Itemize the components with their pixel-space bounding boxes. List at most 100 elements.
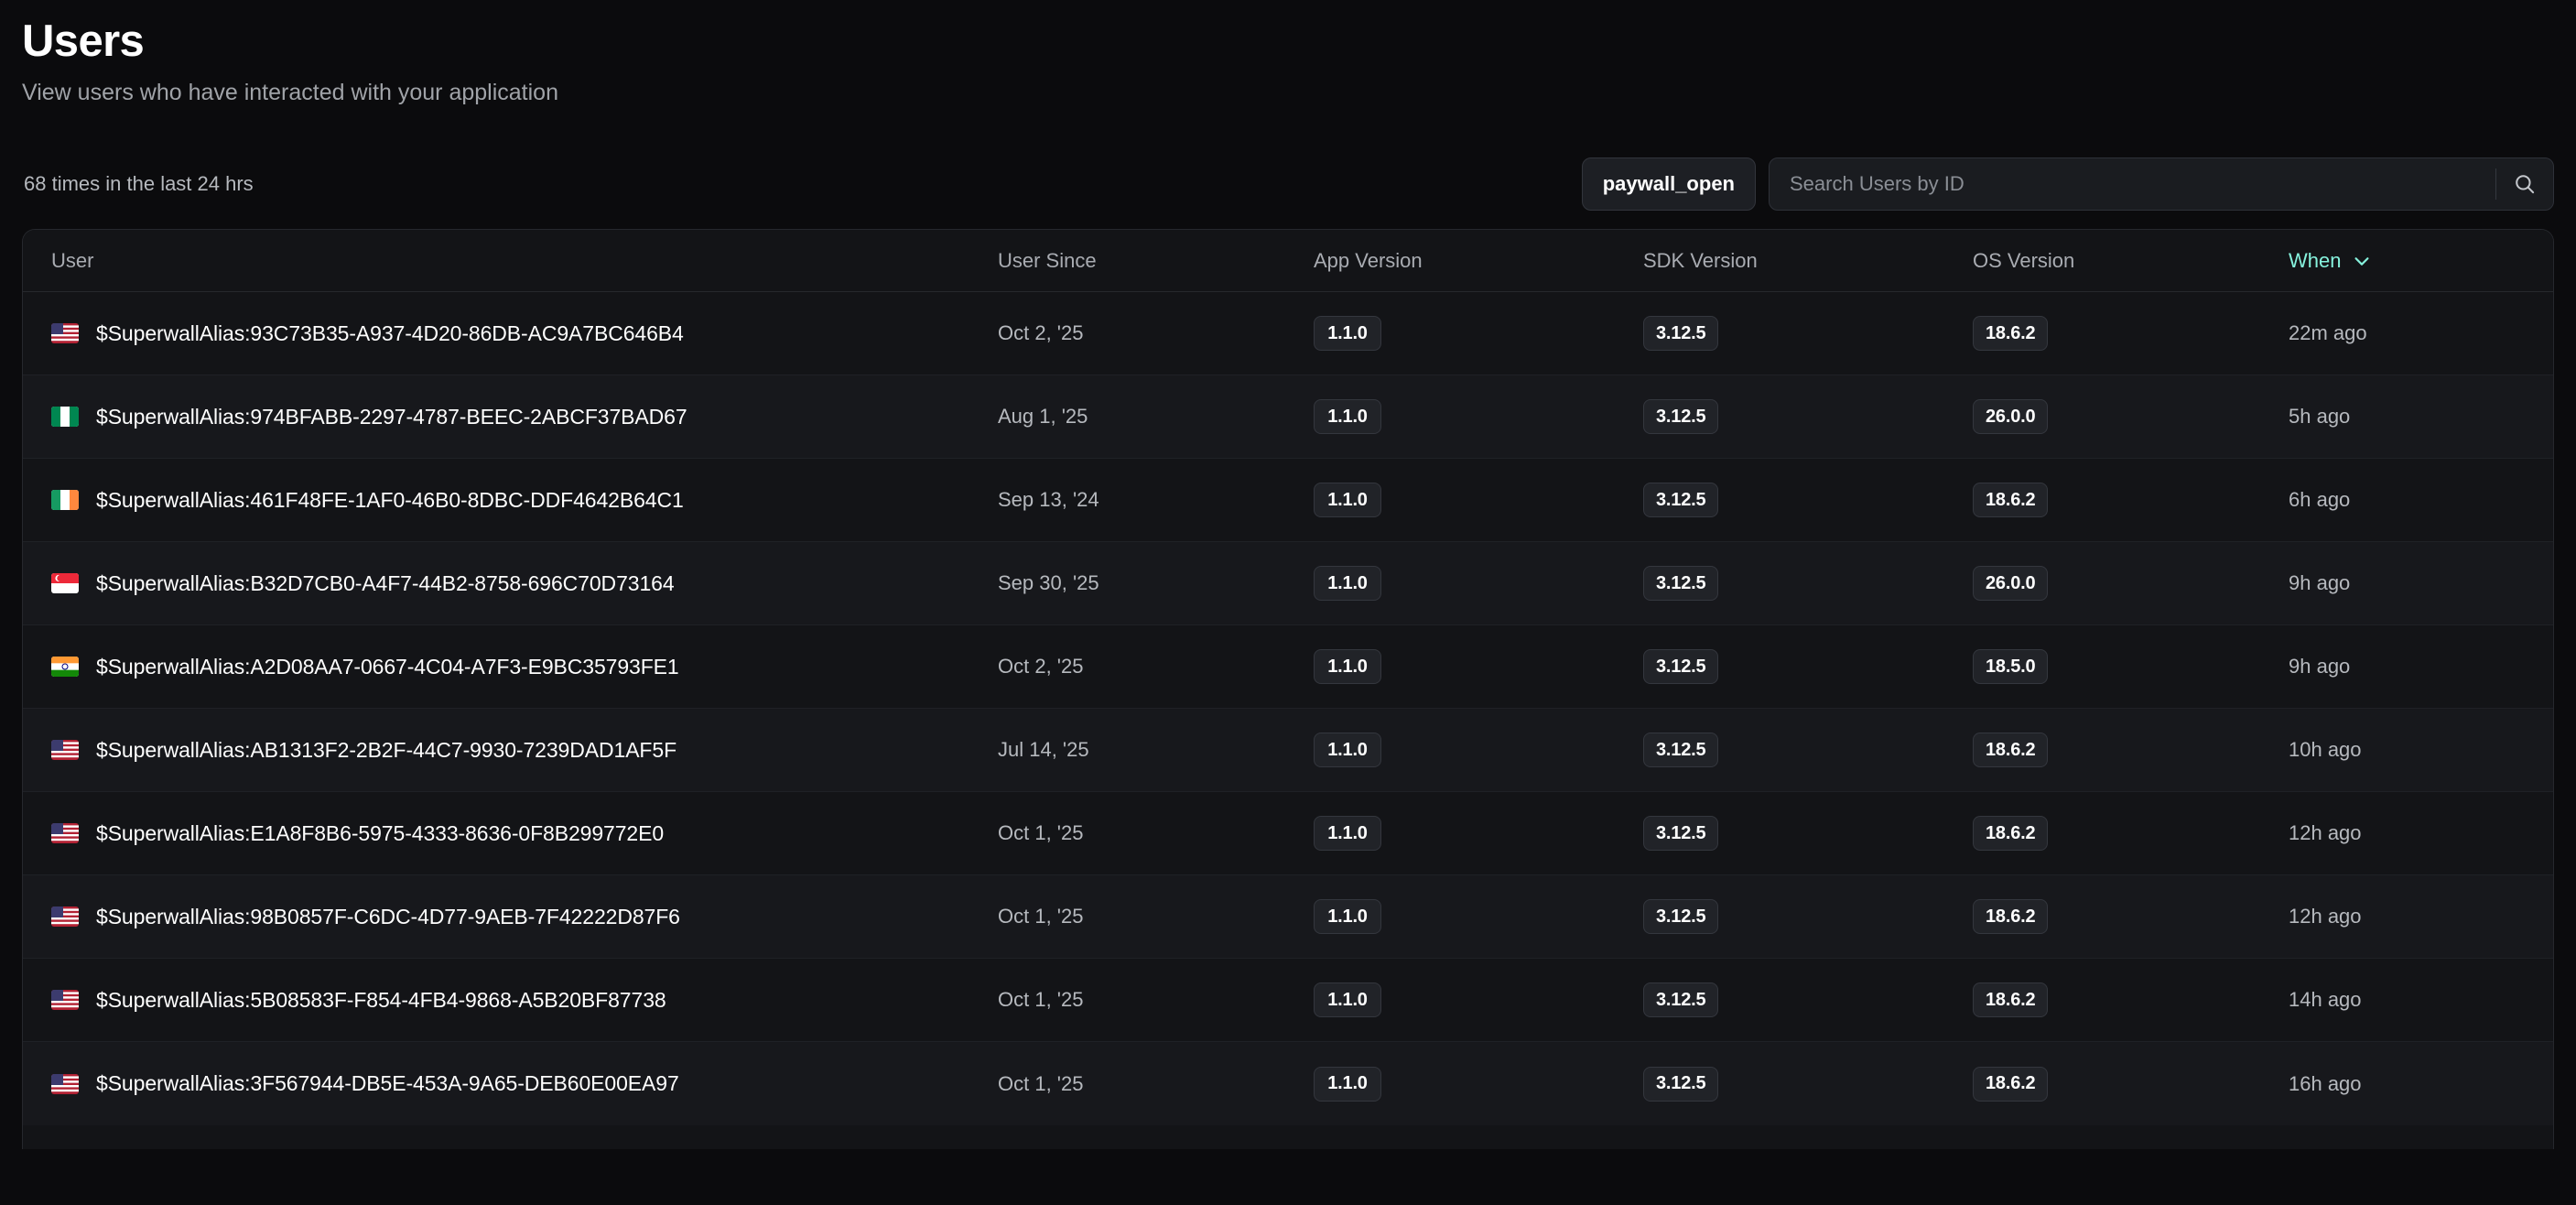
app-version-badge: 1.1.0 xyxy=(1314,316,1381,351)
os-version-badge: 18.6.2 xyxy=(1973,483,2049,517)
column-header-when-label: When xyxy=(2289,248,2342,272)
when-value: 16h ago xyxy=(2289,1071,2362,1095)
sdk-version-badge: 3.12.5 xyxy=(1643,1066,1719,1102)
when-value: 10h ago xyxy=(2289,738,2362,761)
user-id: $SuperwallAlias:974BFABB-2297-4787-BEEC-… xyxy=(96,404,687,429)
country-flag-icon xyxy=(51,657,79,677)
filter-chip-paywall-open[interactable]: paywall_open xyxy=(1581,157,1756,211)
column-header-when[interactable]: When xyxy=(2289,249,2536,273)
country-flag-icon xyxy=(51,823,79,843)
chevron-down-icon xyxy=(2352,251,2372,271)
sdk-version-badge: 3.12.5 xyxy=(1643,649,1719,684)
toolbar-controls: paywall_open xyxy=(1581,157,2554,211)
user-id: $SuperwallAlias:98B0857F-C6DC-4D77-9AEB-… xyxy=(96,904,680,928)
country-flag-icon xyxy=(51,323,79,343)
table-row[interactable]: $SuperwallAlias:974BFABB-2297-4787-BEEC-… xyxy=(23,375,2553,459)
table-row[interactable]: $SuperwallAlias:5B08583F-F854-4FB4-9868-… xyxy=(23,959,2553,1042)
search-bar[interactable] xyxy=(1769,157,2554,211)
table-row[interactable]: $SuperwallAlias:B32D7CB0-A4F7-44B2-8758-… xyxy=(23,542,2553,625)
app-version-badge: 1.1.0 xyxy=(1314,1066,1381,1102)
page-header: Users View users who have interacted wit… xyxy=(22,0,2554,108)
table-row[interactable]: $SuperwallAlias:461F48FE-1AF0-46B0-8DBC-… xyxy=(23,459,2553,542)
toolbar: 68 times in the last 24 hrs paywall_open xyxy=(22,157,2554,211)
sdk-version-badge: 3.12.5 xyxy=(1643,899,1719,934)
table-header-row: User User Since App Version SDK Version … xyxy=(23,230,2553,292)
table-row[interactable]: $SuperwallAlias:98B0857F-C6DC-4D77-9AEB-… xyxy=(23,875,2553,959)
table-row[interactable]: $SuperwallAlias:93C73B35-A937-4D20-86DB-… xyxy=(23,292,2553,375)
user-since-value: Oct 1, '25 xyxy=(998,905,1084,928)
column-header-sdk-version[interactable]: SDK Version xyxy=(1643,248,1758,272)
users-table: User User Since App Version SDK Version … xyxy=(22,229,2554,1149)
table-body: $SuperwallAlias:93C73B35-A937-4D20-86DB-… xyxy=(23,292,2553,1125)
page-title: Users xyxy=(22,16,145,66)
country-flag-icon xyxy=(51,490,79,510)
os-version-badge: 18.6.2 xyxy=(1973,316,2049,351)
country-flag-icon xyxy=(51,1073,79,1094)
os-version-badge: 18.5.0 xyxy=(1973,649,2049,684)
app-version-badge: 1.1.0 xyxy=(1314,733,1381,767)
when-value: 9h ago xyxy=(2289,571,2351,594)
sdk-version-badge: 3.12.5 xyxy=(1643,483,1719,517)
sdk-version-badge: 3.12.5 xyxy=(1643,733,1719,767)
app-version-badge: 1.1.0 xyxy=(1314,649,1381,684)
column-header-os-version[interactable]: OS Version xyxy=(1973,248,2075,272)
app-version-badge: 1.1.0 xyxy=(1314,483,1381,517)
os-version-badge: 18.6.2 xyxy=(1973,982,2049,1017)
user-id: $SuperwallAlias:E1A8F8B6-5975-4333-8636-… xyxy=(96,820,665,845)
os-version-badge: 18.6.2 xyxy=(1973,816,2049,851)
country-flag-icon xyxy=(51,573,79,593)
user-since-value: Sep 13, '24 xyxy=(998,488,1099,511)
sdk-version-badge: 3.12.5 xyxy=(1643,816,1719,851)
user-id: $SuperwallAlias:AB1313F2-2B2F-44C7-9930-… xyxy=(96,737,677,762)
os-version-badge: 18.6.2 xyxy=(1973,1066,2049,1102)
sdk-version-badge: 3.12.5 xyxy=(1643,316,1719,351)
table-row[interactable]: $SuperwallAlias:3F567944-DB5E-453A-9A65-… xyxy=(23,1042,2553,1125)
sdk-version-badge: 3.12.5 xyxy=(1643,399,1719,434)
user-since-value: Oct 1, '25 xyxy=(998,821,1084,844)
os-version-badge: 26.0.0 xyxy=(1973,566,2049,601)
search-input[interactable] xyxy=(1770,158,2495,210)
page-subtitle: View users who have interacted with your… xyxy=(22,80,558,105)
user-id: $SuperwallAlias:93C73B35-A937-4D20-86DB-… xyxy=(96,320,684,345)
users-page: Users View users who have interacted wit… xyxy=(22,0,2554,1149)
user-id: $SuperwallAlias:461F48FE-1AF0-46B0-8DBC-… xyxy=(96,487,684,512)
os-version-badge: 18.6.2 xyxy=(1973,899,2049,934)
search-divider xyxy=(2495,168,2496,200)
user-id: $SuperwallAlias:B32D7CB0-A4F7-44B2-8758-… xyxy=(96,570,675,595)
sdk-version-badge: 3.12.5 xyxy=(1643,566,1719,601)
when-value: 14h ago xyxy=(2289,988,2362,1011)
user-since-value: Sep 30, '25 xyxy=(998,571,1099,594)
user-since-value: Aug 1, '25 xyxy=(998,405,1088,428)
when-value: 6h ago xyxy=(2289,488,2351,511)
app-version-badge: 1.1.0 xyxy=(1314,816,1381,851)
search-submit-button[interactable] xyxy=(2496,158,2553,210)
when-value: 22m ago xyxy=(2289,321,2367,344)
column-header-user[interactable]: User xyxy=(51,248,94,272)
user-since-value: Oct 1, '25 xyxy=(998,988,1084,1011)
results-summary: 68 times in the last 24 hrs xyxy=(24,172,254,195)
table-row[interactable]: $SuperwallAlias:A2D08AA7-0667-4C04-A7F3-… xyxy=(23,625,2553,709)
table-row[interactable]: $SuperwallAlias:E1A8F8B6-5975-4333-8636-… xyxy=(23,792,2553,875)
sdk-version-badge: 3.12.5 xyxy=(1643,982,1719,1017)
user-id: $SuperwallAlias:3F567944-DB5E-453A-9A65-… xyxy=(96,1071,679,1095)
when-value: 12h ago xyxy=(2289,821,2362,844)
when-value: 9h ago xyxy=(2289,655,2351,678)
country-flag-icon xyxy=(51,740,79,760)
user-id: $SuperwallAlias:A2D08AA7-0667-4C04-A7F3-… xyxy=(96,654,679,678)
app-version-badge: 1.1.0 xyxy=(1314,399,1381,434)
country-flag-icon xyxy=(51,407,79,427)
os-version-badge: 26.0.0 xyxy=(1973,399,2049,434)
table-row[interactable]: $SuperwallAlias:AB1313F2-2B2F-44C7-9930-… xyxy=(23,709,2553,792)
app-version-badge: 1.1.0 xyxy=(1314,566,1381,601)
when-value: 5h ago xyxy=(2289,405,2351,428)
user-since-value: Oct 2, '25 xyxy=(998,655,1084,678)
column-header-app-version[interactable]: App Version xyxy=(1314,248,1423,272)
country-flag-icon xyxy=(51,906,79,927)
user-since-value: Jul 14, '25 xyxy=(998,738,1089,761)
app-version-badge: 1.1.0 xyxy=(1314,982,1381,1017)
user-since-value: Oct 2, '25 xyxy=(998,321,1084,344)
when-value: 12h ago xyxy=(2289,905,2362,928)
column-header-user-since[interactable]: User Since xyxy=(998,248,1097,272)
country-flag-icon xyxy=(51,990,79,1010)
app-version-badge: 1.1.0 xyxy=(1314,899,1381,934)
